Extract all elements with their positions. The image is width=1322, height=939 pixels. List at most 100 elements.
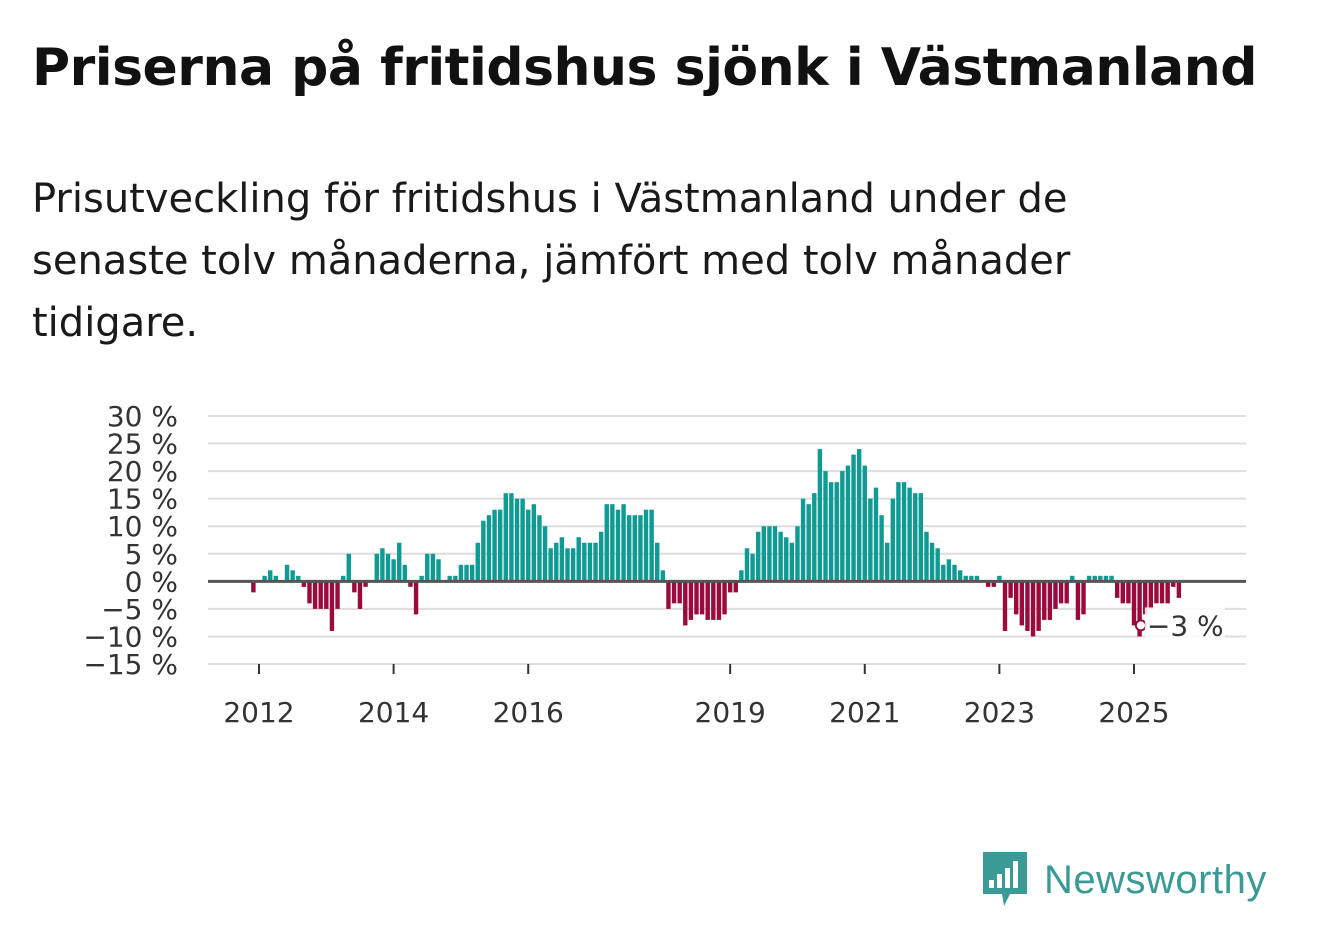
bar bbox=[576, 537, 581, 582]
y-tick-label: 25 % bbox=[107, 428, 178, 461]
bar bbox=[1120, 581, 1125, 604]
bar bbox=[548, 548, 553, 582]
bar bbox=[733, 581, 738, 593]
bar bbox=[1008, 581, 1013, 598]
bar bbox=[1086, 575, 1092, 582]
bar bbox=[329, 581, 335, 631]
bar bbox=[520, 498, 525, 582]
bar bbox=[284, 564, 290, 582]
last-value-text: −3 % bbox=[1147, 609, 1224, 642]
bar bbox=[436, 559, 441, 582]
bar bbox=[935, 548, 940, 582]
bar bbox=[812, 493, 817, 582]
bar bbox=[621, 504, 626, 582]
bar bbox=[761, 526, 767, 582]
bar bbox=[593, 542, 598, 582]
gridlines bbox=[208, 415, 1246, 665]
bar bbox=[957, 570, 963, 582]
bar bbox=[453, 575, 458, 582]
bar bbox=[503, 493, 508, 582]
bar bbox=[268, 570, 273, 582]
x-axis: 2012 2014 2016 2019 2021 2023 2025 bbox=[223, 664, 1170, 729]
bar bbox=[537, 515, 542, 582]
bar bbox=[800, 498, 806, 582]
bar bbox=[716, 581, 722, 620]
brand-name: Newsworthy bbox=[1044, 857, 1267, 902]
bar bbox=[739, 570, 744, 582]
newsworthy-logo-icon bbox=[983, 852, 1027, 906]
bar bbox=[918, 493, 924, 582]
bar bbox=[340, 575, 346, 582]
bar bbox=[851, 454, 856, 582]
bar bbox=[380, 548, 385, 582]
bar bbox=[1114, 581, 1120, 598]
bar bbox=[727, 581, 733, 593]
bar bbox=[840, 471, 845, 582]
x-tick-label: 2012 bbox=[223, 696, 294, 729]
bar bbox=[408, 581, 413, 587]
bar bbox=[1025, 581, 1030, 631]
bar bbox=[565, 548, 570, 582]
y-tick-label: −15 % bbox=[83, 648, 178, 681]
bar bbox=[497, 509, 503, 582]
bar bbox=[391, 559, 396, 582]
bar bbox=[969, 575, 974, 582]
bar bbox=[890, 498, 896, 582]
bar bbox=[1165, 581, 1170, 604]
bar bbox=[907, 487, 912, 582]
bar bbox=[492, 509, 497, 582]
bar bbox=[997, 575, 1002, 582]
bar bbox=[834, 482, 839, 582]
bar-chart: 30 %25 %20 %15 %10 %5 %0 %−5 %−10 %−15 %… bbox=[83, 400, 1246, 729]
bar bbox=[677, 581, 682, 604]
bar bbox=[1042, 581, 1047, 620]
bar bbox=[952, 564, 957, 582]
bar bbox=[1176, 581, 1182, 598]
bar bbox=[357, 581, 363, 609]
bar bbox=[666, 581, 671, 609]
bar bbox=[363, 581, 368, 587]
bars bbox=[251, 449, 1182, 637]
bar bbox=[615, 509, 621, 582]
bar bbox=[1092, 575, 1097, 582]
bar bbox=[711, 581, 716, 620]
bar bbox=[1143, 581, 1148, 615]
bar bbox=[582, 542, 587, 582]
bar bbox=[346, 553, 351, 582]
bar bbox=[1030, 581, 1036, 637]
chart-subtitle: Prisutveckling för fritidshus i Västmanl… bbox=[32, 176, 1071, 346]
bar bbox=[335, 581, 340, 609]
bar bbox=[1098, 575, 1103, 582]
bar bbox=[845, 465, 851, 582]
bar bbox=[570, 548, 576, 582]
bar bbox=[542, 526, 548, 582]
bar bbox=[554, 542, 559, 582]
bar bbox=[705, 581, 710, 620]
bar bbox=[694, 581, 699, 615]
bar bbox=[722, 581, 727, 615]
bar bbox=[626, 515, 632, 582]
bar bbox=[1058, 581, 1064, 604]
x-tick-label: 2025 bbox=[1098, 696, 1169, 729]
bar bbox=[447, 575, 452, 582]
bar bbox=[1126, 581, 1131, 604]
bar bbox=[1047, 581, 1053, 620]
bar bbox=[413, 581, 419, 615]
y-tick-label: 15 % bbox=[107, 483, 178, 516]
bar bbox=[750, 553, 755, 582]
bar bbox=[885, 542, 890, 582]
x-tick-label: 2016 bbox=[493, 696, 564, 729]
y-tick-label: 30 % bbox=[107, 400, 178, 433]
bar bbox=[823, 471, 828, 582]
y-tick-label: −10 % bbox=[83, 620, 178, 653]
bar bbox=[301, 581, 307, 587]
bar bbox=[795, 526, 800, 582]
bar bbox=[469, 564, 475, 582]
bar bbox=[778, 531, 783, 582]
bar bbox=[1036, 581, 1041, 631]
bar bbox=[481, 520, 486, 582]
bar bbox=[419, 575, 424, 582]
bar bbox=[531, 504, 537, 582]
newsworthy-logo: Newsworthy bbox=[980, 850, 1267, 910]
bar bbox=[587, 542, 593, 582]
